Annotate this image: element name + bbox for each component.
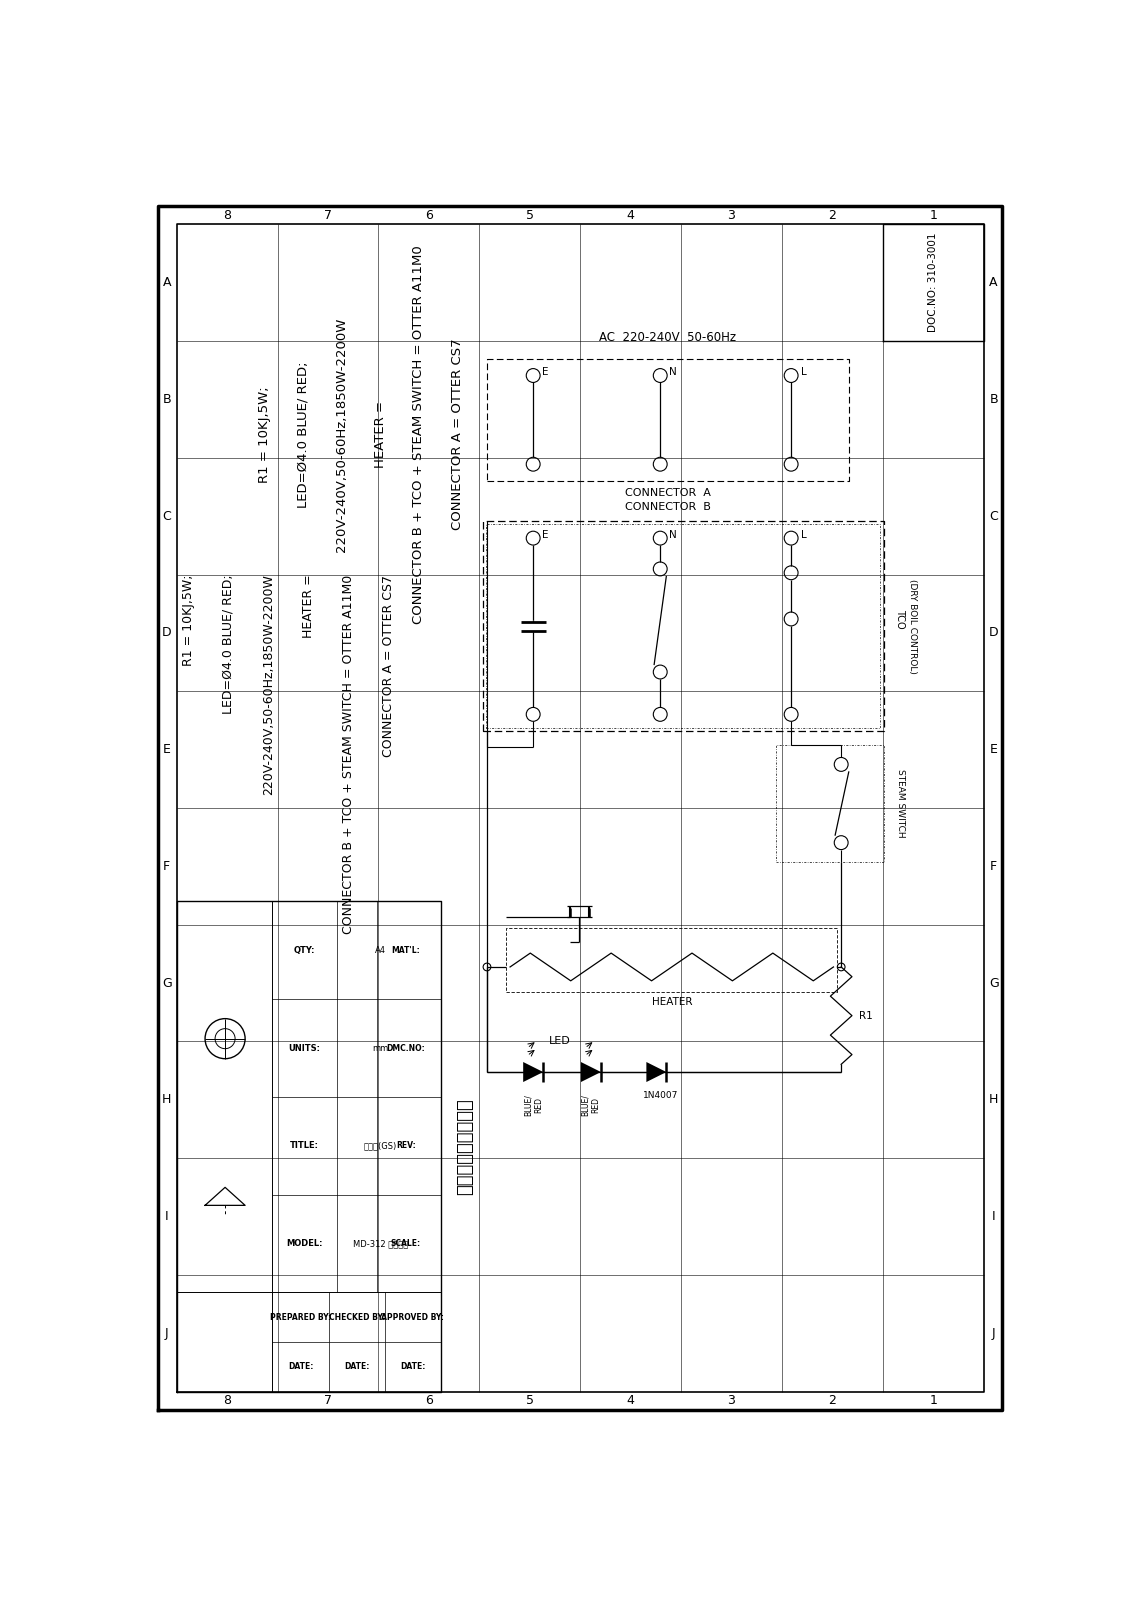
Text: HEATER =: HEATER = <box>302 574 315 638</box>
Text: 1: 1 <box>929 1395 937 1408</box>
Text: D: D <box>989 627 998 640</box>
Text: DOC.NO: 310-3001: DOC.NO: 310-3001 <box>928 234 938 333</box>
Text: PREPARED BY:: PREPARED BY: <box>271 1312 332 1322</box>
Text: 3: 3 <box>728 208 736 221</box>
Text: F: F <box>163 859 170 874</box>
Text: QTY:: QTY: <box>293 946 315 955</box>
Text: I: I <box>165 1210 169 1222</box>
Text: J: J <box>165 1326 169 1339</box>
Text: G: G <box>988 976 998 989</box>
Polygon shape <box>581 1062 601 1082</box>
Text: R1 = 10KJ,5W;: R1 = 10KJ,5W; <box>258 386 271 483</box>
Text: E: E <box>989 742 997 757</box>
Text: 4: 4 <box>627 1395 635 1408</box>
Text: A4: A4 <box>375 946 386 955</box>
Text: LED=Ø4.0 BLUE/ RED;: LED=Ø4.0 BLUE/ RED; <box>297 362 309 507</box>
Text: H: H <box>162 1093 171 1106</box>
Text: 8: 8 <box>223 208 231 221</box>
Text: MAT'L:: MAT'L: <box>392 946 420 955</box>
Text: J: J <box>992 1326 995 1339</box>
Text: CONNECTOR  A: CONNECTOR A <box>625 488 711 499</box>
Text: 电路图(GS): 电路图(GS) <box>363 1141 397 1150</box>
Text: 3: 3 <box>728 1395 736 1408</box>
Text: CONNECTOR B + TCO + STEAM SWITCH = OTTER A11M0: CONNECTOR B + TCO + STEAM SWITCH = OTTER… <box>412 245 426 624</box>
Text: LED=Ø4.0 BLUE/ RED;: LED=Ø4.0 BLUE/ RED; <box>222 574 234 714</box>
Text: A: A <box>162 277 171 290</box>
Text: HEATER =: HEATER = <box>374 402 387 467</box>
Text: H: H <box>989 1093 998 1106</box>
Text: 5: 5 <box>525 208 533 221</box>
Polygon shape <box>523 1062 543 1082</box>
Text: E: E <box>542 530 549 541</box>
Text: APPROVED BY:: APPROVED BY: <box>381 1312 445 1322</box>
Text: L: L <box>800 368 806 378</box>
Text: 4: 4 <box>627 208 635 221</box>
Text: D: D <box>162 627 171 640</box>
Text: N: N <box>669 530 677 541</box>
Text: 1: 1 <box>929 208 937 221</box>
Text: STEAM SWITCH: STEAM SWITCH <box>895 770 904 838</box>
Text: DATE:: DATE: <box>401 1362 426 1371</box>
Text: A: A <box>989 277 998 290</box>
Text: 1N4007: 1N4007 <box>643 1091 678 1101</box>
Text: 6: 6 <box>424 208 432 221</box>
Text: 家用电器制图办公室: 家用电器制图办公室 <box>456 1098 474 1195</box>
Text: C: C <box>162 510 171 523</box>
Text: UNITS:: UNITS: <box>289 1043 320 1053</box>
Text: REV:: REV: <box>396 1141 415 1150</box>
Text: BLUE/
RED: BLUE/ RED <box>523 1094 543 1117</box>
Text: B: B <box>989 394 998 406</box>
Text: L: L <box>800 530 806 541</box>
Text: I: I <box>992 1210 995 1222</box>
Text: F: F <box>990 859 997 874</box>
Text: 7: 7 <box>324 1395 332 1408</box>
Text: DMC.NO:: DMC.NO: <box>386 1043 426 1053</box>
Text: N: N <box>669 368 677 378</box>
Text: R1 = 10KJ,5W;: R1 = 10KJ,5W; <box>182 574 195 666</box>
Text: MODEL:: MODEL: <box>286 1238 323 1248</box>
Text: CONNECTOR A = OTTER CS7: CONNECTOR A = OTTER CS7 <box>451 339 464 530</box>
Text: (DRY BOIL CONTROL): (DRY BOIL CONTROL) <box>908 579 917 674</box>
Text: HEATER: HEATER <box>652 997 692 1008</box>
Text: 5: 5 <box>525 1395 533 1408</box>
Text: CONNECTOR B + TCO + STEAM SWITCH = OTTER A11M0: CONNECTOR B + TCO + STEAM SWITCH = OTTER… <box>342 574 355 934</box>
Text: E: E <box>163 742 171 757</box>
Text: LED: LED <box>549 1037 571 1046</box>
Text: TITLE:: TITLE: <box>290 1141 319 1150</box>
Text: BLUE/
RED: BLUE/ RED <box>581 1094 601 1117</box>
Text: 220V-240V,50-60Hz,1850W-2200W: 220V-240V,50-60Hz,1850W-2200W <box>335 317 348 552</box>
Text: 6: 6 <box>424 1395 432 1408</box>
Text: 2: 2 <box>829 208 837 221</box>
Text: 220V-240V,50-60Hz,1850W-2200W: 220V-240V,50-60Hz,1850W-2200W <box>261 574 275 795</box>
Text: CONNECTOR A = OTTER CS7: CONNECTOR A = OTTER CS7 <box>381 574 395 757</box>
Text: 8: 8 <box>223 1395 231 1408</box>
Text: CHECKED BY:: CHECKED BY: <box>328 1312 385 1322</box>
Text: E: E <box>542 368 549 378</box>
Text: B: B <box>162 394 171 406</box>
Text: AC  220-240V  50-60Hz: AC 220-240V 50-60Hz <box>599 331 737 344</box>
Polygon shape <box>646 1062 667 1082</box>
Text: TCO: TCO <box>895 608 906 629</box>
Text: G: G <box>162 976 172 989</box>
Text: C: C <box>989 510 998 523</box>
Text: CONNECTOR  B: CONNECTOR B <box>625 502 711 512</box>
Text: SCALE:: SCALE: <box>391 1238 421 1248</box>
Text: R1: R1 <box>859 1011 873 1021</box>
Text: MD-312 电热水壶: MD-312 电热水壶 <box>353 1238 408 1248</box>
Text: mm: mm <box>372 1043 388 1053</box>
Text: 7: 7 <box>324 208 332 221</box>
Text: DATE:: DATE: <box>344 1362 369 1371</box>
Text: DATE:: DATE: <box>288 1362 314 1371</box>
Text: 2: 2 <box>829 1395 837 1408</box>
